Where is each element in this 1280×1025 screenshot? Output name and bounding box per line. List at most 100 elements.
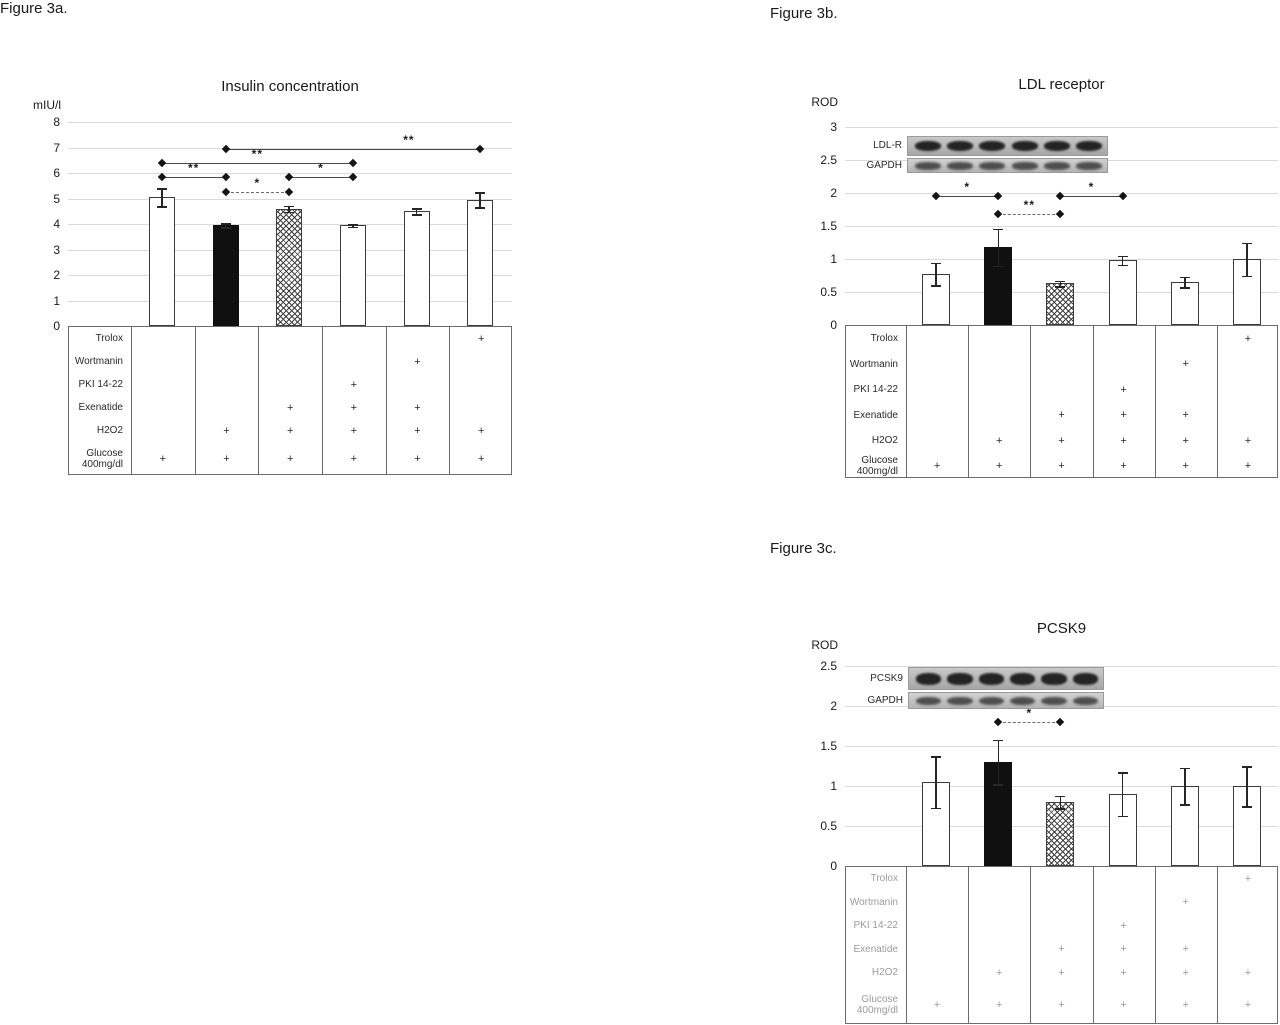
treatment-row-label: Wortmanin bbox=[849, 896, 898, 908]
western-blot-strip bbox=[907, 158, 1108, 173]
blot-band bbox=[1075, 162, 1102, 170]
error-bar bbox=[415, 208, 418, 215]
y-tick-label: 0 bbox=[830, 859, 837, 873]
table-divider bbox=[385, 327, 387, 474]
plus-mark: + bbox=[1058, 998, 1065, 1011]
table-divider bbox=[449, 327, 451, 474]
table-divider bbox=[1030, 867, 1032, 1023]
y-tick-label: 5 bbox=[53, 191, 60, 206]
y-tick-label: 7 bbox=[53, 140, 60, 155]
blot-label: LDL-R bbox=[873, 140, 902, 151]
y-tick-label: 1.5 bbox=[820, 219, 837, 233]
plus-mark: + bbox=[1120, 383, 1127, 396]
error-bar-cap bbox=[411, 214, 422, 216]
plus-mark: + bbox=[1120, 919, 1127, 932]
error-bar bbox=[1246, 766, 1248, 806]
y-tick-label: 0.5 bbox=[820, 819, 837, 833]
plus-mark: + bbox=[477, 453, 485, 465]
error-bar-cap bbox=[1117, 815, 1128, 818]
blot-band bbox=[978, 673, 1004, 685]
gridline bbox=[845, 226, 1278, 227]
significance-label: * bbox=[1026, 706, 1033, 720]
treatment-row-label: H2O2 bbox=[871, 967, 898, 979]
table-divider bbox=[906, 867, 907, 1023]
error-bar-cap bbox=[931, 756, 942, 758]
gridline bbox=[845, 259, 1278, 260]
treatment-table: Trolox + Wortmanin + PKI 14-22 + Exenatide + + + H… bbox=[845, 866, 1278, 1024]
error-bar-cap bbox=[1241, 806, 1252, 808]
significance-diamond bbox=[1056, 717, 1065, 727]
error-bar-cap bbox=[220, 223, 231, 225]
significance-line bbox=[998, 722, 1061, 723]
plus-mark: + bbox=[1058, 943, 1065, 956]
bar bbox=[467, 199, 494, 326]
error-bar-cap bbox=[1055, 795, 1066, 798]
bar bbox=[1046, 802, 1075, 866]
significance-line bbox=[161, 162, 353, 164]
treatment-row-label: Glucose 400mg/dl bbox=[856, 993, 898, 1016]
error-bar bbox=[997, 228, 999, 266]
plus-mark: + bbox=[1120, 409, 1127, 422]
error-bar-cap bbox=[1179, 767, 1190, 770]
significance-diamond bbox=[475, 144, 485, 154]
plus-mark: + bbox=[1120, 998, 1127, 1011]
y-tick-label: 1 bbox=[53, 293, 60, 308]
figure-3b-label: Figure 3b. bbox=[770, 5, 838, 22]
error-bar-cap bbox=[1241, 766, 1252, 768]
treatment-row-label: Glucose 400mg/dl bbox=[81, 448, 123, 470]
figure-3a-label: Figure 3a. bbox=[0, 0, 68, 17]
plus-mark: + bbox=[996, 434, 1003, 447]
y-tick-label: 2 bbox=[53, 268, 60, 282]
treatment-row-label: Exenatide bbox=[853, 943, 898, 955]
plus-mark: + bbox=[1182, 896, 1189, 909]
blot-band bbox=[947, 673, 973, 685]
blot-band bbox=[915, 141, 942, 152]
plus-mark: + bbox=[1120, 434, 1127, 447]
treatment-table: Trolox + Wortmanin + PKI 14-22 + Exenatide + + + H… bbox=[845, 325, 1278, 478]
y-tick-label: 2.5 bbox=[820, 659, 837, 673]
blot-band bbox=[1041, 673, 1067, 685]
error-bar-cap bbox=[993, 228, 1004, 231]
gridline bbox=[68, 147, 512, 149]
significance-label: * bbox=[254, 176, 261, 191]
plus-mark: + bbox=[1120, 943, 1127, 956]
error-bar-cap bbox=[220, 227, 231, 229]
significance-diamond bbox=[348, 158, 358, 168]
treatment-row-label: Trolox bbox=[870, 873, 898, 885]
plus-mark: + bbox=[414, 401, 421, 414]
y-tick-label: 2 bbox=[830, 699, 837, 713]
error-bar-cap bbox=[1055, 280, 1066, 283]
plus-mark: + bbox=[1120, 966, 1127, 979]
blot-label: GAPDH bbox=[867, 694, 903, 706]
significance-label: * bbox=[1088, 180, 1095, 195]
table-divider bbox=[1154, 326, 1156, 477]
error-bar-cap bbox=[347, 226, 358, 229]
plus-mark: + bbox=[1058, 460, 1065, 473]
error-bar bbox=[161, 188, 163, 207]
treatment-row-label: Exenatide bbox=[853, 409, 898, 421]
treatment-row-label: Exenatide bbox=[78, 402, 123, 413]
plus-mark: + bbox=[350, 453, 358, 465]
gridline bbox=[845, 786, 1278, 787]
blot-band bbox=[916, 696, 942, 706]
blot-band bbox=[1011, 162, 1038, 170]
bar bbox=[1108, 260, 1137, 325]
significance-label: ** bbox=[187, 160, 200, 175]
plus-mark: + bbox=[1182, 943, 1189, 956]
treatment-row-label: Glucose 400mg/dl bbox=[856, 455, 898, 478]
gridline bbox=[845, 746, 1278, 747]
chart-title: Insulin concentration bbox=[221, 78, 359, 95]
y-tick-label: 1.5 bbox=[820, 739, 837, 753]
error-bar bbox=[1121, 255, 1124, 265]
error-bar-cap bbox=[284, 205, 295, 208]
treatment-row-label: Wortmanin bbox=[849, 358, 898, 370]
y-tick-label: 0.5 bbox=[820, 285, 837, 299]
error-bar-cap bbox=[1117, 772, 1128, 774]
bar bbox=[148, 197, 175, 326]
panel-figure-3c: Figure 3c. PCSK9 ROD 2.5 2 1.5 1 0.5 0 * PCSK9 GAP… bbox=[770, 540, 1280, 1024]
plus-mark: + bbox=[350, 401, 358, 414]
blot-band bbox=[1041, 696, 1067, 706]
chart-title: LDL receptor bbox=[1018, 76, 1105, 93]
plus-mark: + bbox=[414, 424, 421, 437]
table-divider bbox=[1154, 867, 1156, 1023]
